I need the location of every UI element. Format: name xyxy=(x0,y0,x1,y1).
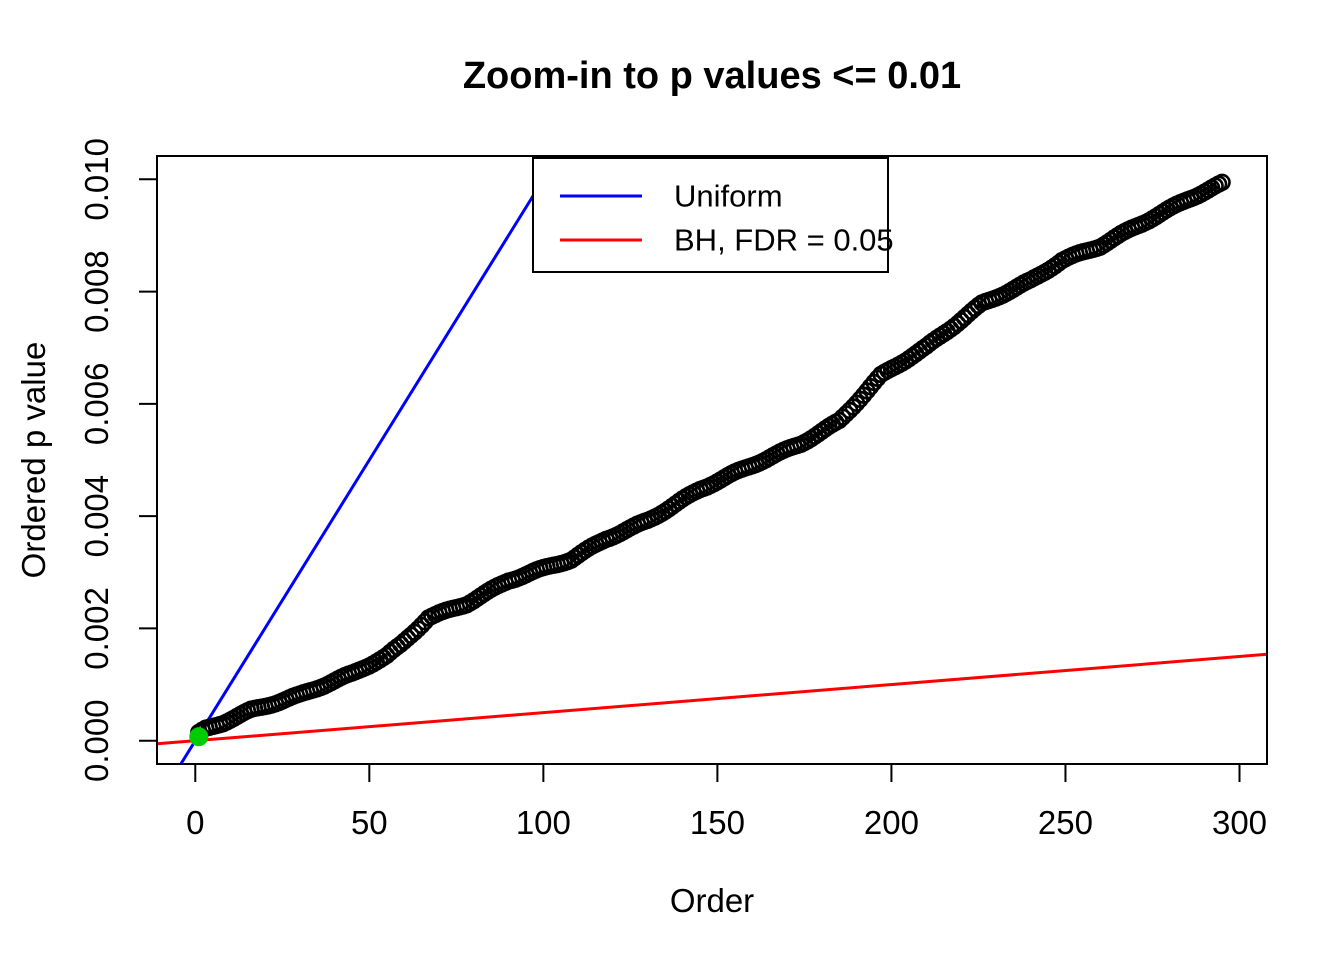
x-tick-label: 250 xyxy=(1038,804,1093,841)
scatter-series-ordered-p-values xyxy=(190,173,1231,742)
y-tick-label: 0.004 xyxy=(78,475,115,558)
reference-line-uniform xyxy=(179,155,560,765)
x-tick-label: 50 xyxy=(351,804,388,841)
x-tick-label: 200 xyxy=(864,804,919,841)
x-tick-label: 100 xyxy=(516,804,571,841)
x-tick-label: 0 xyxy=(186,804,204,841)
chart-title: Zoom-in to p values <= 0.01 xyxy=(463,55,961,97)
reference-line-bh-fdr-0-05 xyxy=(156,652,1268,746)
y-axis-ticks: 0.000 0.002 0.004 0.006 0.008 0.010 xyxy=(78,138,157,782)
legend-label-bh-fdr: BH, FDR = 0.05 xyxy=(674,223,894,258)
significant-point xyxy=(189,727,209,747)
legend: Uniform BH, FDR = 0.05 xyxy=(532,157,894,273)
y-tick-label: 0.010 xyxy=(78,138,115,221)
y-tick-label: 0.008 xyxy=(78,250,115,333)
y-axis-title: Ordered p value xyxy=(15,342,52,579)
x-tick-label: 300 xyxy=(1212,804,1267,841)
y-tick-label: 0.000 xyxy=(78,699,115,782)
x-axis-title: Order xyxy=(670,882,754,919)
y-tick-label: 0.006 xyxy=(78,363,115,446)
x-tick-label: 150 xyxy=(690,804,745,841)
highlight-point-group xyxy=(189,727,209,747)
plot-box xyxy=(156,155,1268,765)
legend-box xyxy=(532,157,889,273)
x-axis-ticks: 0 50 100 150 200 250 300 xyxy=(186,764,1267,841)
legend-label-uniform: Uniform xyxy=(674,179,783,214)
y-tick-label: 0.002 xyxy=(78,587,115,670)
data-point xyxy=(1213,173,1231,192)
reference-lines xyxy=(156,155,1268,765)
